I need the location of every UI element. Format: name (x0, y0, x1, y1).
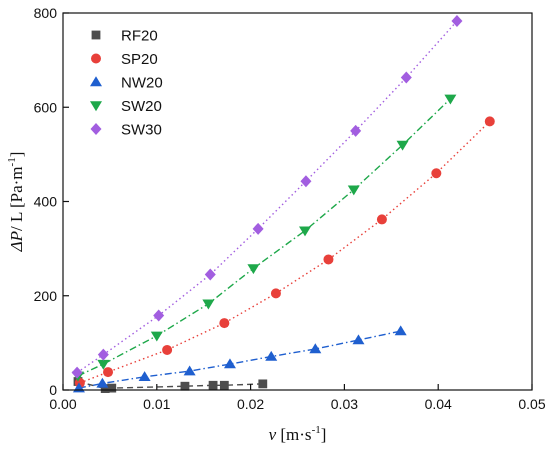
legend-label-sp20: SP20 (121, 51, 158, 68)
x-axis-title: v [m·s-1] (269, 424, 327, 444)
point-rf20 (107, 383, 117, 393)
legend-marker-sw20 (90, 101, 102, 112)
point-rf20 (180, 381, 190, 391)
point-nw20 (223, 358, 236, 369)
point-rf20 (208, 380, 218, 390)
point-nw20 (96, 377, 109, 388)
point-nw20 (309, 343, 322, 354)
point-sp20 (376, 214, 387, 225)
y-tick-label: 600 (34, 99, 58, 115)
data-points (71, 15, 495, 393)
point-nw20 (183, 365, 196, 376)
y-axis-unit-close: ] (7, 152, 26, 158)
fit-line-sw30 (76, 20, 458, 374)
y-tick-label: 200 (34, 288, 58, 304)
point-sw20 (347, 185, 360, 196)
axis-ticks: 0.00 0.01 0.02 0.03 0.04 0.05 0 200 400 600 800 (34, 5, 546, 412)
point-sp20 (431, 168, 442, 179)
point-sp20 (162, 344, 173, 355)
legend-label-sw30: SW30 (121, 122, 162, 139)
y-tick-label: 400 (34, 194, 58, 210)
point-nw20 (394, 325, 407, 336)
x-tick-label: 0.02 (237, 396, 264, 412)
fit-line-nw20 (78, 330, 401, 389)
point-sw30 (204, 268, 216, 281)
x-axis-unit: [m·s (276, 425, 311, 444)
point-sw20 (202, 299, 215, 310)
point-sp20 (323, 254, 334, 265)
y-axis-title: ΔP/ L [Pa·m-1] (6, 152, 26, 253)
point-sw20 (299, 226, 312, 237)
x-tick-label: 0.01 (143, 396, 170, 412)
legend-marker-rf20 (91, 30, 101, 40)
point-sw30 (153, 309, 165, 322)
point-sw20 (396, 140, 409, 151)
legend-marker-sp20 (91, 53, 101, 64)
x-tick-label: 0.00 (49, 396, 76, 412)
x-axis-unit-close: ] (321, 425, 327, 444)
point-sw30 (451, 15, 463, 28)
point-sp20 (484, 116, 495, 127)
point-sp20 (270, 288, 281, 299)
x-axis-unit-exponent: -1 (312, 424, 321, 436)
point-sw30 (97, 348, 109, 361)
point-sp20 (219, 318, 230, 329)
point-sw30 (71, 366, 83, 379)
legend-label-nw20: NW20 (121, 75, 163, 92)
point-rf20 (219, 380, 229, 390)
point-nw20 (265, 350, 278, 361)
point-sw30 (350, 124, 362, 137)
fit-line-sw20 (77, 98, 451, 377)
point-sw20 (150, 331, 163, 342)
y-tick-label: 800 (34, 5, 58, 21)
y-axis-unit-exponent: -1 (6, 157, 18, 166)
point-nw20 (138, 371, 151, 382)
legend-marker-nw20 (90, 76, 102, 87)
legend-label-rf20: RF20 (121, 28, 158, 45)
point-rf20 (100, 384, 110, 393)
y-tick-label: 0 (49, 382, 57, 398)
point-sw20 (247, 264, 260, 275)
y-axis-unit: / L [Pa·m (7, 166, 26, 231)
point-sw30 (400, 71, 412, 84)
x-tick-label: 0.05 (518, 396, 545, 412)
point-sw20 (444, 94, 457, 105)
point-nw20 (352, 334, 365, 345)
x-tick-label: 0.04 (425, 396, 452, 412)
point-sp20 (103, 367, 114, 378)
x-tick-label: 0.03 (331, 396, 358, 412)
y-axis-symbol: ΔP (7, 231, 26, 252)
point-sw20 (97, 359, 110, 370)
x-axis-symbol: v (269, 425, 277, 444)
point-sw30 (252, 222, 264, 235)
legend-label-sw20: SW20 (121, 98, 162, 115)
legend: RF20 SP20 NW20 SW20 SW30 (90, 28, 163, 139)
point-rf20 (258, 379, 268, 389)
legend-marker-sw30 (90, 123, 102, 135)
point-sw30 (300, 175, 312, 188)
fit-line-sp20 (79, 120, 491, 384)
